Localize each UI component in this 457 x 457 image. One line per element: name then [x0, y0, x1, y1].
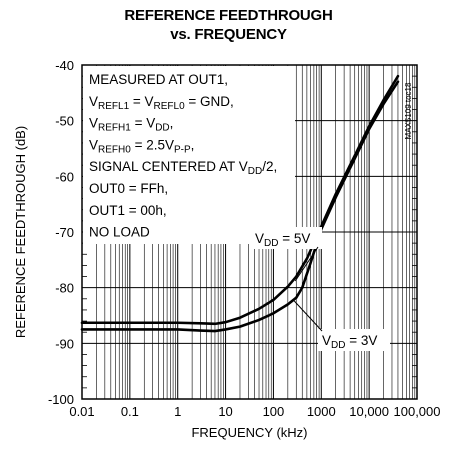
chart-code: MAX5109 toc18 [404, 82, 413, 139]
text-segment: NO LOAD [89, 225, 150, 240]
chart-title: REFERENCE FEEDTHROUGH vs. FREQUENCY [0, 6, 457, 44]
subscript-text: DD [248, 166, 262, 177]
text-segment: = V [131, 116, 155, 131]
y-tick-label: -90 [55, 336, 74, 351]
series-line-2 [80, 80, 400, 333]
condition-line-8: NO LOAD [89, 225, 150, 240]
series-leader-1 [294, 246, 319, 282]
condition-line-3: VREFH1​ = VDD​, [89, 116, 173, 134]
condition-line-5: SIGNAL CENTERED AT VDD​/2, [89, 159, 277, 177]
text-segment: , [170, 116, 174, 131]
text-segment: V [255, 231, 264, 246]
subscript-text: REFH0 [98, 144, 131, 155]
subscript-text: DD [264, 238, 278, 249]
text-segment: SIGNAL CENTERED AT V [89, 159, 248, 174]
text-segment: OUT1 = 00h, [89, 203, 167, 218]
series-label-2: VDD​ = 3V [322, 333, 377, 351]
y-tick-label: -50 [55, 114, 74, 129]
condition-line-2: VREFL1​ = VREFL0​ = GND, [89, 94, 234, 112]
text-segment: MEASURED AT OUT1, [89, 72, 228, 87]
text-segment: OUT0 = FFh, [89, 181, 168, 196]
text-segment: /2, [262, 159, 277, 174]
x-axis-label: FREQUENCY (kHz) [191, 425, 307, 440]
text-segment: V [322, 333, 331, 348]
series-group [80, 74, 400, 333]
x-tick-label: 10 [218, 404, 232, 419]
condition-line-4: VREFH0​ = 2.5VP-P​, [89, 137, 194, 155]
series-label-bg-1 [250, 227, 322, 249]
subscript-text: DD [155, 123, 169, 134]
subscript-text: REFL1 [98, 101, 130, 112]
x-tick-label: 100 [263, 404, 285, 419]
subscript-text: P-P [174, 144, 191, 155]
text-segment: = GND, [185, 94, 234, 109]
x-tick-label: 1 [174, 404, 181, 419]
series-label-bg-2 [318, 329, 390, 351]
y-tick-label: -70 [55, 225, 74, 240]
condition-line-1: MEASURED AT OUT1, [89, 72, 228, 87]
text-segment: , [191, 137, 195, 152]
x-tick-label: 1000 [307, 404, 336, 419]
conditions-box-background [83, 66, 295, 244]
text-segment: V [89, 116, 98, 131]
y-axis-label: REFERENCE FEEDTHROUGH (dB) [13, 126, 28, 338]
series-leader-2 [293, 300, 323, 332]
x-tick-label: 0.01 [69, 404, 94, 419]
x-tick-label: 0.1 [121, 404, 139, 419]
plot-frame [81, 64, 418, 400]
x-tick-label: 10,000 [349, 404, 389, 419]
y-tick-label: -100 [48, 392, 74, 407]
subscript-text: REFH1 [98, 123, 131, 134]
text-segment: = V [129, 94, 153, 109]
y-tick-label: -80 [55, 281, 74, 296]
text-segment: = 5V [278, 231, 310, 246]
series-label-1: VDD​ = 5V [255, 231, 310, 249]
condition-line-7: OUT1 = 00h, [89, 203, 167, 218]
test-conditions: MEASURED AT OUT1,VREFL1​ = VREFL0​ = GND… [89, 72, 277, 240]
text-segment: V [89, 94, 98, 109]
subscript-text: REFL0 [154, 101, 186, 112]
condition-line-6: OUT0 = FFh, [89, 181, 168, 196]
chart-title-line-2: vs. FREQUENCY [170, 26, 287, 43]
x-tick-label: 100,000 [394, 404, 441, 419]
x-tick-labels: 0.01 0.1 1 10 100 1000 10,000 100,000 [69, 404, 440, 419]
y-tick-label: -60 [55, 169, 74, 184]
text-segment: = 3V [345, 333, 377, 348]
chart-title-line-1: REFERENCE FEEDTHROUGH [124, 7, 333, 24]
subscript-text: DD [331, 340, 345, 351]
text-segment: V [89, 137, 98, 152]
y-tick-labels: -100 -90 -80 -70 -60 -50 -40 [48, 58, 74, 407]
y-tick-label: -40 [55, 58, 74, 73]
series-labels: VDD​ = 5V VDD​ = 3V [250, 227, 390, 351]
text-segment: = 2.5V [131, 137, 174, 152]
